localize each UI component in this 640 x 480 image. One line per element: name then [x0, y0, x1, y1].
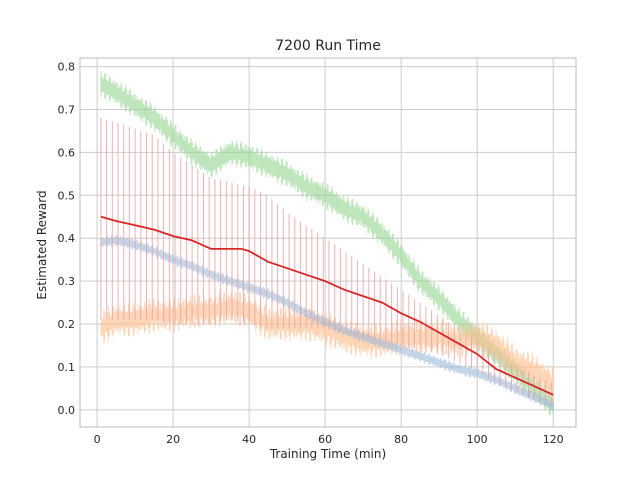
x-tick-label: 120 [543, 433, 564, 446]
y-tick-label: 0.0 [58, 404, 76, 417]
x-tick-label: 20 [166, 433, 180, 446]
error-bars [100, 118, 552, 406]
x-tick-label: 60 [318, 433, 332, 446]
y-axis-label: Estimated Reward [35, 190, 49, 299]
y-ticks: 0.0 0.1 0.2 0.3 0.4 0.5 0.6 0.7 0.8 [58, 61, 76, 417]
y-tick-label: 0.4 [58, 232, 76, 245]
y-tick-label: 0.2 [58, 318, 76, 331]
y-tick-label: 0.8 [58, 61, 76, 74]
x-tick-label: 80 [394, 433, 408, 446]
x-tick-label: 40 [242, 433, 256, 446]
chart-title: 7200 Run Time [275, 38, 381, 54]
mean-line [100, 215, 554, 396]
x-tick-label: 0 [94, 433, 101, 446]
y-tick-label: 0.1 [58, 361, 76, 374]
x-tick-label: 100 [467, 433, 488, 446]
y-tick-label: 0.7 [58, 103, 76, 116]
x-axis-label: Training Time (min) [269, 447, 386, 461]
x-ticks: 0 20 40 60 80 100 120 [94, 433, 564, 446]
y-tick-label: 0.6 [58, 146, 76, 159]
y-tick-label: 0.3 [58, 275, 76, 288]
mean-line-group [100, 215, 554, 396]
plot-frame [79, 57, 577, 428]
y-tick-label: 0.5 [58, 189, 76, 202]
